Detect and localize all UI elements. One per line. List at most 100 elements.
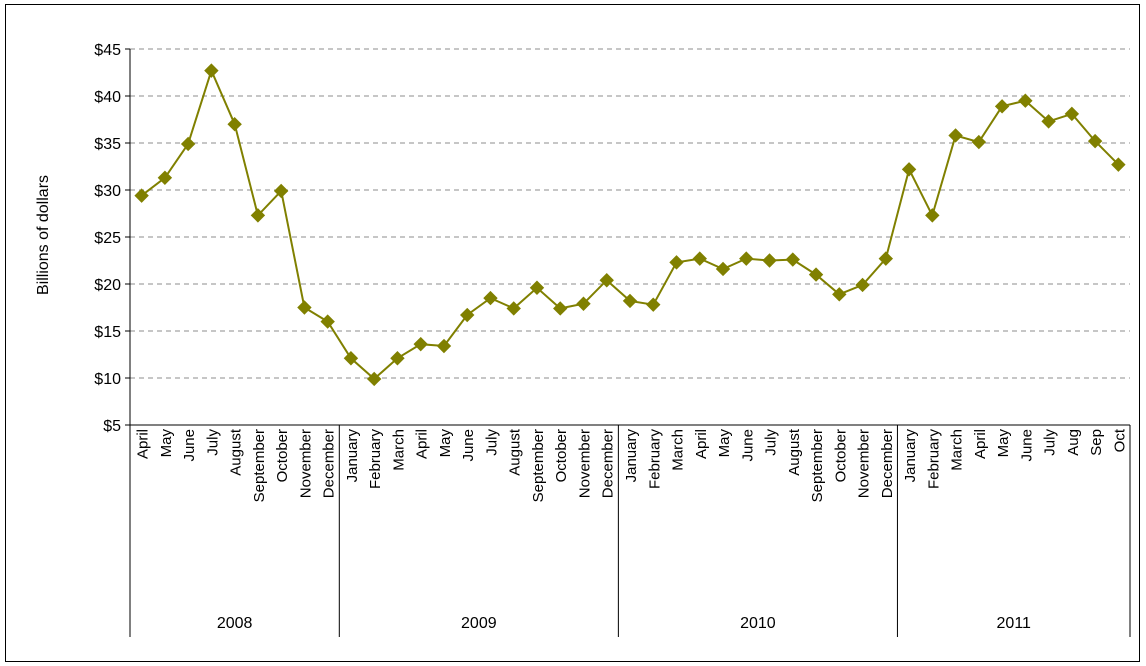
y-tick-label: $20 bbox=[94, 277, 121, 294]
y-tick-label: $15 bbox=[94, 324, 121, 341]
x-tick-label: September bbox=[530, 429, 547, 502]
x-tick-label: April bbox=[972, 429, 989, 459]
data-point bbox=[273, 183, 289, 199]
x-tick-label: September bbox=[809, 429, 826, 502]
data-point bbox=[297, 300, 312, 315]
x-tick-label: January bbox=[623, 429, 640, 483]
y-tick-label: $5 bbox=[103, 418, 121, 435]
x-tick-label: March bbox=[670, 429, 687, 471]
x-tick-label: February bbox=[925, 429, 942, 490]
data-point bbox=[134, 188, 149, 203]
year-group-label: 2011 bbox=[997, 615, 1032, 632]
x-tick-label: March bbox=[390, 429, 407, 471]
data-point bbox=[506, 301, 521, 316]
x-tick-label: August bbox=[228, 428, 245, 476]
data-point bbox=[994, 99, 1010, 114]
x-tick-label: January bbox=[902, 429, 919, 483]
y-tick-label: $10 bbox=[94, 371, 121, 388]
data-point bbox=[808, 267, 824, 282]
x-tick-label: July bbox=[204, 429, 221, 456]
series-line bbox=[140, 67, 1120, 381]
x-tick-label: August bbox=[786, 428, 803, 476]
data-point bbox=[180, 136, 196, 152]
x-tick-label: October bbox=[274, 429, 291, 482]
chart-frame bbox=[5, 4, 1140, 662]
x-tick-label: March bbox=[949, 429, 966, 471]
x-tick-label: October bbox=[553, 429, 570, 482]
data-point bbox=[343, 351, 359, 366]
x-tick-label: December bbox=[321, 429, 338, 498]
x-tick-label: December bbox=[600, 429, 617, 498]
axes bbox=[125, 48, 1131, 637]
year-group-label: 2009 bbox=[461, 615, 497, 632]
data-point bbox=[878, 251, 894, 266]
data-point bbox=[599, 273, 614, 288]
x-tick-label: May bbox=[437, 429, 454, 458]
x-tick-labels: April May June July August September October No… bbox=[135, 428, 1129, 502]
data-point bbox=[227, 116, 242, 132]
x-tick-label: February bbox=[646, 429, 663, 490]
year-group-label: 2010 bbox=[740, 615, 776, 632]
x-tick-label: October bbox=[832, 429, 849, 482]
x-tick-label: Oct bbox=[1111, 428, 1128, 452]
y-axis-label: Billions of dollars bbox=[35, 175, 52, 295]
data-point-markers bbox=[134, 63, 1126, 387]
y-tick-label: $40 bbox=[94, 89, 121, 106]
year-group-label: 2008 bbox=[217, 615, 253, 632]
data-point bbox=[1041, 114, 1056, 129]
x-tick-label: July bbox=[483, 429, 500, 456]
y-tick-label: $25 bbox=[94, 230, 121, 247]
data-point bbox=[785, 252, 800, 267]
grid-lines bbox=[130, 48, 1130, 379]
data-point bbox=[460, 307, 475, 323]
data-point bbox=[762, 253, 777, 268]
data-point bbox=[320, 314, 335, 329]
year-group-labels: 2008 2009 2010 2011 bbox=[217, 615, 1031, 632]
data-point bbox=[576, 296, 591, 311]
data-point bbox=[646, 297, 661, 312]
data-point bbox=[436, 338, 452, 354]
data-point bbox=[366, 371, 382, 387]
data-point bbox=[1111, 157, 1126, 172]
x-tick-label: April bbox=[135, 429, 152, 459]
data-point bbox=[925, 208, 940, 223]
series-line-layer bbox=[140, 67, 1120, 381]
x-tick-label: December bbox=[879, 429, 896, 498]
data-point bbox=[1018, 93, 1033, 108]
x-tick-label: April bbox=[414, 429, 431, 459]
x-tick-label: June bbox=[739, 429, 756, 462]
data-point bbox=[948, 128, 963, 143]
data-point bbox=[692, 251, 707, 266]
data-point bbox=[855, 277, 870, 293]
x-tick-label: February bbox=[367, 429, 384, 490]
x-tick-label: April bbox=[693, 429, 710, 459]
y-tick-labels: $45 $40 $35 $30 $25 $20 $15 $10 $5 bbox=[94, 42, 121, 435]
x-tick-label: July bbox=[763, 429, 780, 456]
x-tick-label: June bbox=[460, 429, 477, 462]
data-point bbox=[901, 162, 917, 177]
x-tick-label: Aug bbox=[1065, 429, 1082, 456]
x-tick-label: November bbox=[856, 429, 873, 498]
data-point bbox=[622, 293, 638, 309]
x-tick-label: November bbox=[297, 429, 314, 498]
data-point bbox=[1087, 133, 1103, 149]
data-point bbox=[715, 261, 731, 277]
x-tick-label: January bbox=[344, 429, 361, 483]
x-tick-label: Sep bbox=[1088, 429, 1105, 456]
data-point bbox=[739, 251, 754, 266]
data-point bbox=[250, 208, 266, 223]
y-tick-label: $45 bbox=[94, 42, 121, 59]
data-point bbox=[204, 63, 219, 78]
data-point bbox=[553, 301, 568, 316]
data-point bbox=[669, 255, 684, 270]
x-tick-label: August bbox=[507, 428, 524, 476]
x-tick-label: November bbox=[576, 429, 593, 498]
y-tick-label: $30 bbox=[94, 183, 121, 200]
data-point bbox=[529, 280, 545, 295]
data-point bbox=[157, 170, 173, 185]
data-point bbox=[413, 336, 428, 352]
x-tick-label: June bbox=[1018, 429, 1035, 462]
x-tick-label: June bbox=[181, 429, 198, 462]
x-tick-label: May bbox=[995, 429, 1012, 458]
data-point bbox=[483, 290, 498, 306]
